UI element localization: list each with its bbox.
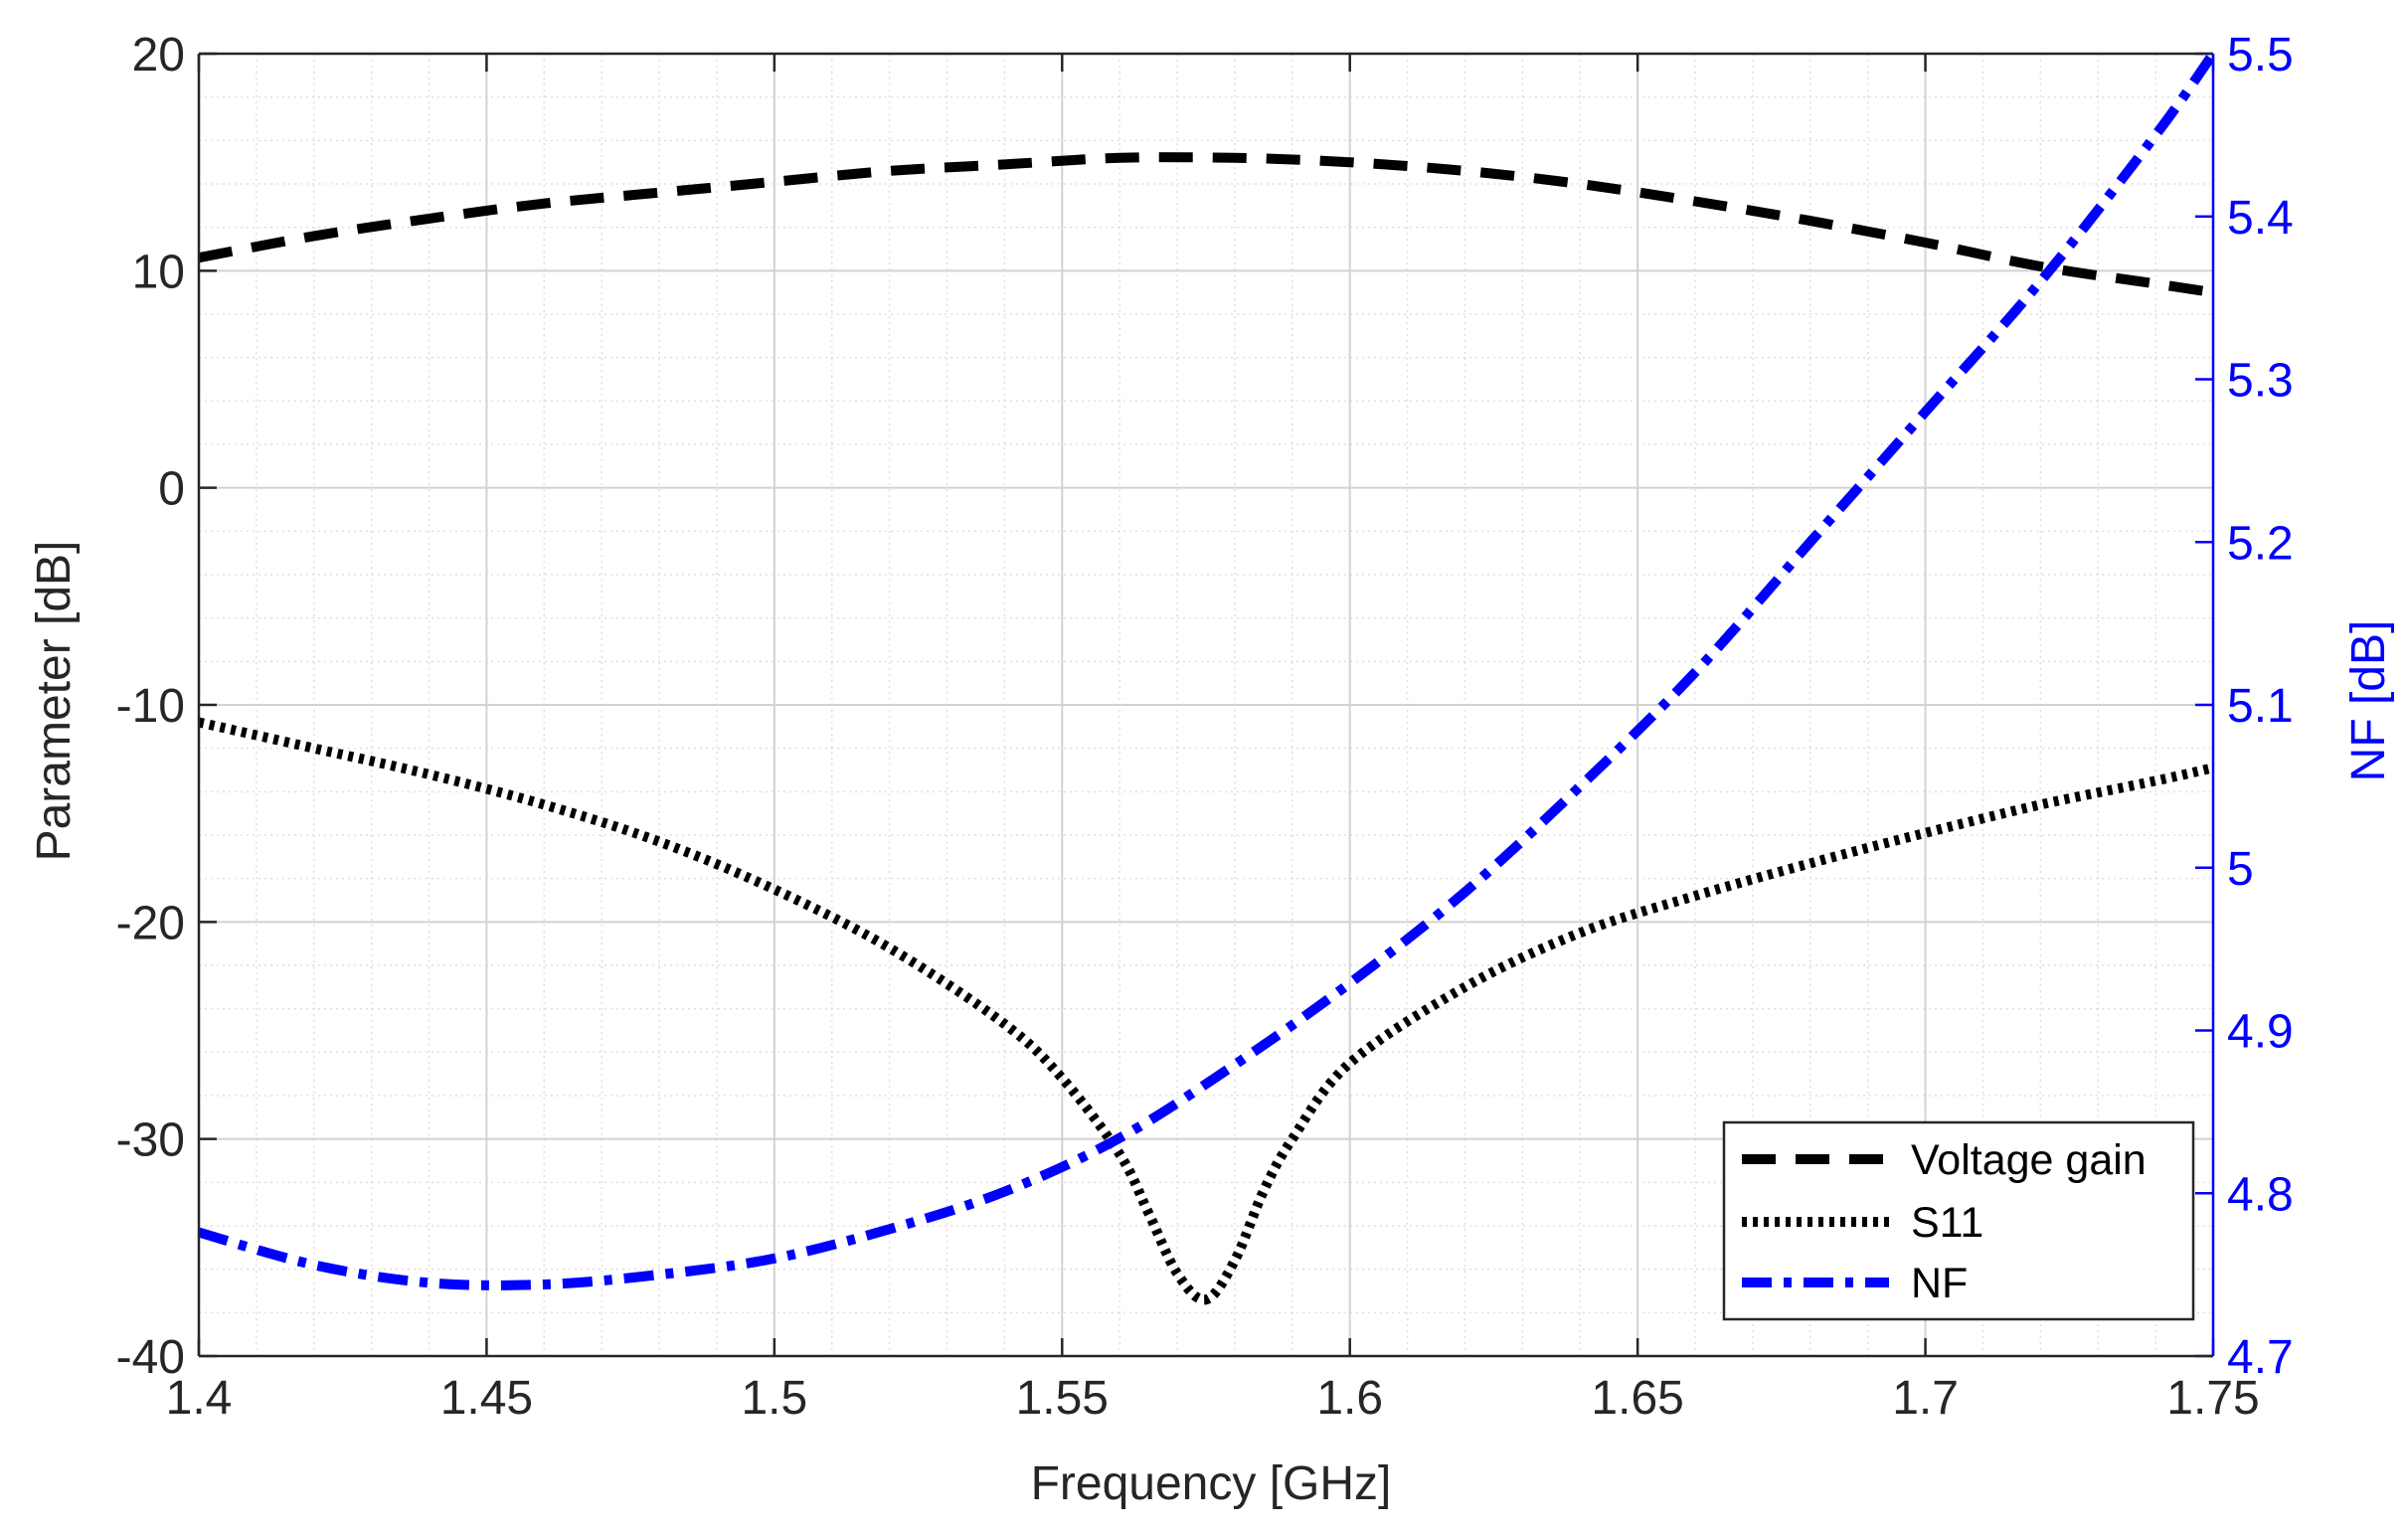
x-tick-label: 1.65 xyxy=(1591,1372,1683,1425)
legend-label-s11: S11 xyxy=(1911,1199,1983,1247)
series-layer xyxy=(197,51,2218,1305)
x-axis-label: Frequency [GHz] xyxy=(1031,1457,1392,1510)
nf-line xyxy=(197,51,2218,1290)
legend-label-voltage-gain: Voltage gain xyxy=(1911,1136,2147,1184)
x-tick-label: 1.4 xyxy=(166,1372,233,1425)
x-tick-label: 1.6 xyxy=(1316,1372,1383,1425)
s11-line xyxy=(197,717,2215,1305)
x-tick-label: 1.5 xyxy=(741,1372,807,1425)
y-axis-left-label: Parameter [dB] xyxy=(28,541,81,862)
x-tick-label: 1.55 xyxy=(1016,1372,1109,1425)
tick-labels: 1.4 1.45 1.5 1.55 1.6 1.65 1.7 1.75 20 10 0 -10 -20 -… xyxy=(116,29,2294,1425)
y-left-tick-label: -40 xyxy=(116,1331,185,1384)
y-left-tick-label: 20 xyxy=(132,29,185,82)
axes-layer xyxy=(197,52,2215,1358)
y-left-tick-label: -10 xyxy=(116,680,185,733)
y-right-tick-label: 4.7 xyxy=(2227,1331,2294,1384)
y-right-tick-label: 5.4 xyxy=(2227,192,2294,245)
y-left-tick-label: -20 xyxy=(116,897,185,949)
y-left-tick-label: -30 xyxy=(116,1114,185,1167)
x-tick-label: 1.75 xyxy=(2166,1372,2259,1425)
y-right-tick-label: 5.5 xyxy=(2227,29,2294,82)
legend-label-nf: NF xyxy=(1911,1260,1968,1307)
y-axis-right-label: NF [dB] xyxy=(2342,620,2395,782)
x-tick-label: 1.45 xyxy=(440,1372,533,1425)
legend: Voltage gain S11 NF xyxy=(1722,1120,2195,1321)
y-right-tick-label: 5 xyxy=(2227,843,2254,896)
y-right-tick-label: 4.9 xyxy=(2227,1006,2294,1059)
y-right-tick-label: 5.3 xyxy=(2227,355,2294,408)
y-right-tick-label: 5.2 xyxy=(2227,517,2294,570)
x-tick-label: 1.7 xyxy=(1892,1372,1959,1425)
y-left-tick-label: 0 xyxy=(158,463,185,516)
voltage-gain-line xyxy=(198,152,2214,298)
y-left-tick-label: 10 xyxy=(132,246,185,298)
y-right-tick-label: 4.8 xyxy=(2227,1168,2294,1221)
y-right-tick-label: 5.1 xyxy=(2227,680,2294,733)
